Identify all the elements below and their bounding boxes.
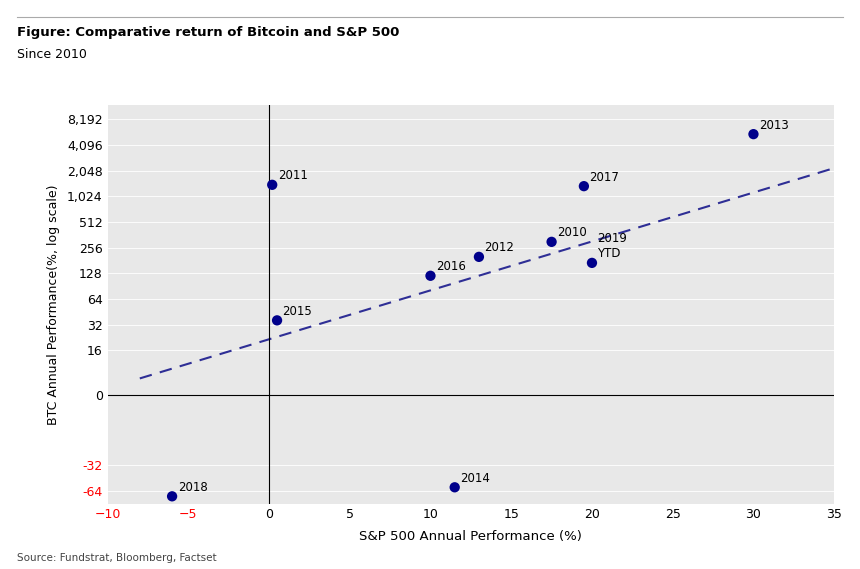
Point xyxy=(577,182,591,191)
Text: 2013: 2013 xyxy=(759,118,789,131)
Text: 2012: 2012 xyxy=(484,241,514,254)
Text: 2016: 2016 xyxy=(436,260,466,273)
Text: 2011: 2011 xyxy=(278,169,308,182)
Point xyxy=(165,492,179,501)
Text: 2014: 2014 xyxy=(460,472,490,485)
Text: Since 2010: Since 2010 xyxy=(17,48,87,61)
Text: 2019
YTD: 2019 YTD xyxy=(598,232,628,261)
Text: 2018: 2018 xyxy=(178,481,207,494)
Text: 2015: 2015 xyxy=(283,305,312,318)
Point xyxy=(270,316,284,325)
Point xyxy=(448,483,462,492)
Point xyxy=(424,271,438,281)
Text: 2010: 2010 xyxy=(557,226,587,240)
Point xyxy=(585,258,599,267)
Text: Source: Fundstrat, Bloomberg, Factset: Source: Fundstrat, Bloomberg, Factset xyxy=(17,553,217,563)
Point xyxy=(544,237,558,246)
Text: 2017: 2017 xyxy=(589,171,619,184)
Point xyxy=(472,252,486,261)
Point xyxy=(266,180,280,189)
Point xyxy=(746,130,760,139)
X-axis label: S&P 500 Annual Performance (%): S&P 500 Annual Performance (%) xyxy=(359,530,582,543)
Y-axis label: BTC Annual Performance(%, log scale): BTC Annual Performance(%, log scale) xyxy=(47,184,60,424)
Text: Figure: Comparative return of Bitcoin and S&P 500: Figure: Comparative return of Bitcoin an… xyxy=(17,26,400,39)
